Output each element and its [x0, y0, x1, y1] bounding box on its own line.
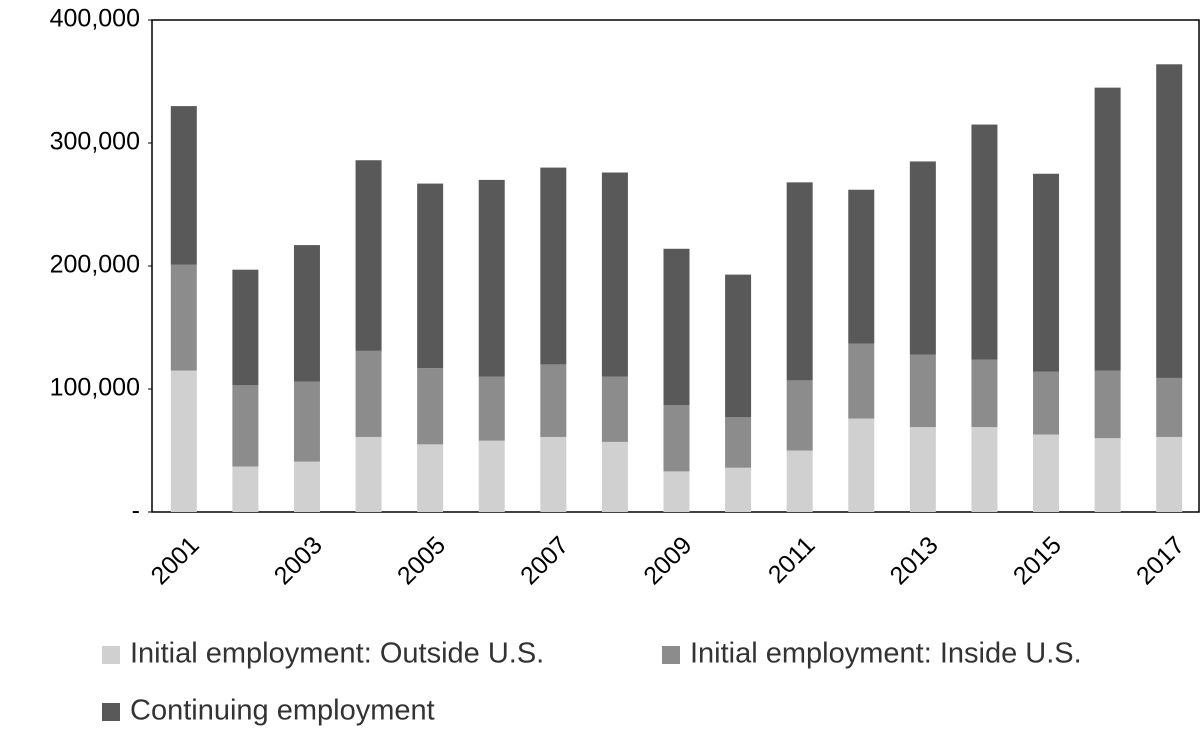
bar-segment [971, 359, 998, 428]
legend-label: Initial employment: Outside U.S. [130, 638, 544, 670]
y-tick-label: 100,000 [50, 374, 140, 402]
x-tick-label: 2013 [885, 531, 944, 590]
bar-segment [848, 189, 875, 344]
bar-segment [786, 182, 813, 381]
bar-segment [725, 417, 752, 468]
bar-segment [540, 167, 567, 365]
bar-segment [232, 466, 259, 512]
bar-segment [848, 343, 875, 419]
bar-segment [725, 467, 752, 512]
bar-segment [601, 172, 628, 377]
bar-segment [293, 461, 320, 512]
bar-segment [170, 264, 197, 371]
bar-segment [417, 368, 444, 445]
bar-segment [355, 160, 382, 351]
bar-segment [355, 350, 382, 437]
bar-segment [1094, 438, 1121, 512]
bar-segment [663, 471, 690, 512]
bar-segment [355, 436, 382, 512]
bar-segment [293, 381, 320, 462]
legend-label: Continuing employment [130, 695, 435, 727]
bar-segment [1156, 436, 1183, 512]
bar-segment [170, 370, 197, 512]
bar-segment [786, 450, 813, 512]
bar-segment [417, 183, 444, 369]
legend-swatch [102, 703, 120, 721]
bar-segment [909, 161, 936, 355]
bar-segment [478, 440, 505, 512]
bar-segment [725, 274, 752, 418]
x-tick-label: 2007 [515, 531, 574, 590]
bar-segment [786, 380, 813, 451]
bar-segment [971, 427, 998, 512]
y-tick-label: 200,000 [50, 251, 140, 279]
bar-segment [909, 427, 936, 512]
bar-segment [1033, 434, 1060, 512]
bar-segment [1156, 377, 1183, 437]
y-tick-label: 400,000 [50, 5, 140, 33]
x-tick-label: 2011 [763, 531, 821, 589]
bar-segment [478, 376, 505, 441]
legend-label: Initial employment: Inside U.S. [690, 638, 1082, 670]
bar-segment [417, 444, 444, 512]
x-tick-label: 2001 [146, 531, 205, 590]
bar-segment [232, 269, 259, 386]
bar-segment [1156, 64, 1183, 378]
bar-segment [663, 248, 690, 405]
bar-segment [601, 376, 628, 442]
bar-segment [1094, 87, 1121, 371]
x-tick-label: 2015 [1008, 531, 1067, 590]
bar-segment [540, 364, 567, 437]
x-tick-label: 2009 [638, 531, 697, 590]
bar-segment [293, 245, 320, 382]
bar-segment [1033, 173, 1060, 372]
bar-segment [170, 106, 197, 265]
bar-segment [1033, 371, 1060, 435]
bar-segment [478, 179, 505, 377]
bar-segment [601, 441, 628, 512]
bar-segment [909, 354, 936, 428]
legend-swatch [102, 646, 120, 664]
x-tick-label: 2017 [1131, 531, 1190, 590]
legend-swatch [662, 646, 680, 664]
bar-segment [1094, 370, 1121, 439]
bar-segment [848, 418, 875, 512]
y-tick-label: - [132, 497, 140, 525]
bar-segment [971, 124, 998, 360]
bar-segment [663, 404, 690, 472]
x-tick-label: 2005 [392, 531, 451, 590]
bar-segment [540, 436, 567, 512]
x-tick-label: 2003 [269, 531, 328, 590]
y-tick-label: 300,000 [50, 128, 140, 156]
bar-segment [232, 385, 259, 467]
